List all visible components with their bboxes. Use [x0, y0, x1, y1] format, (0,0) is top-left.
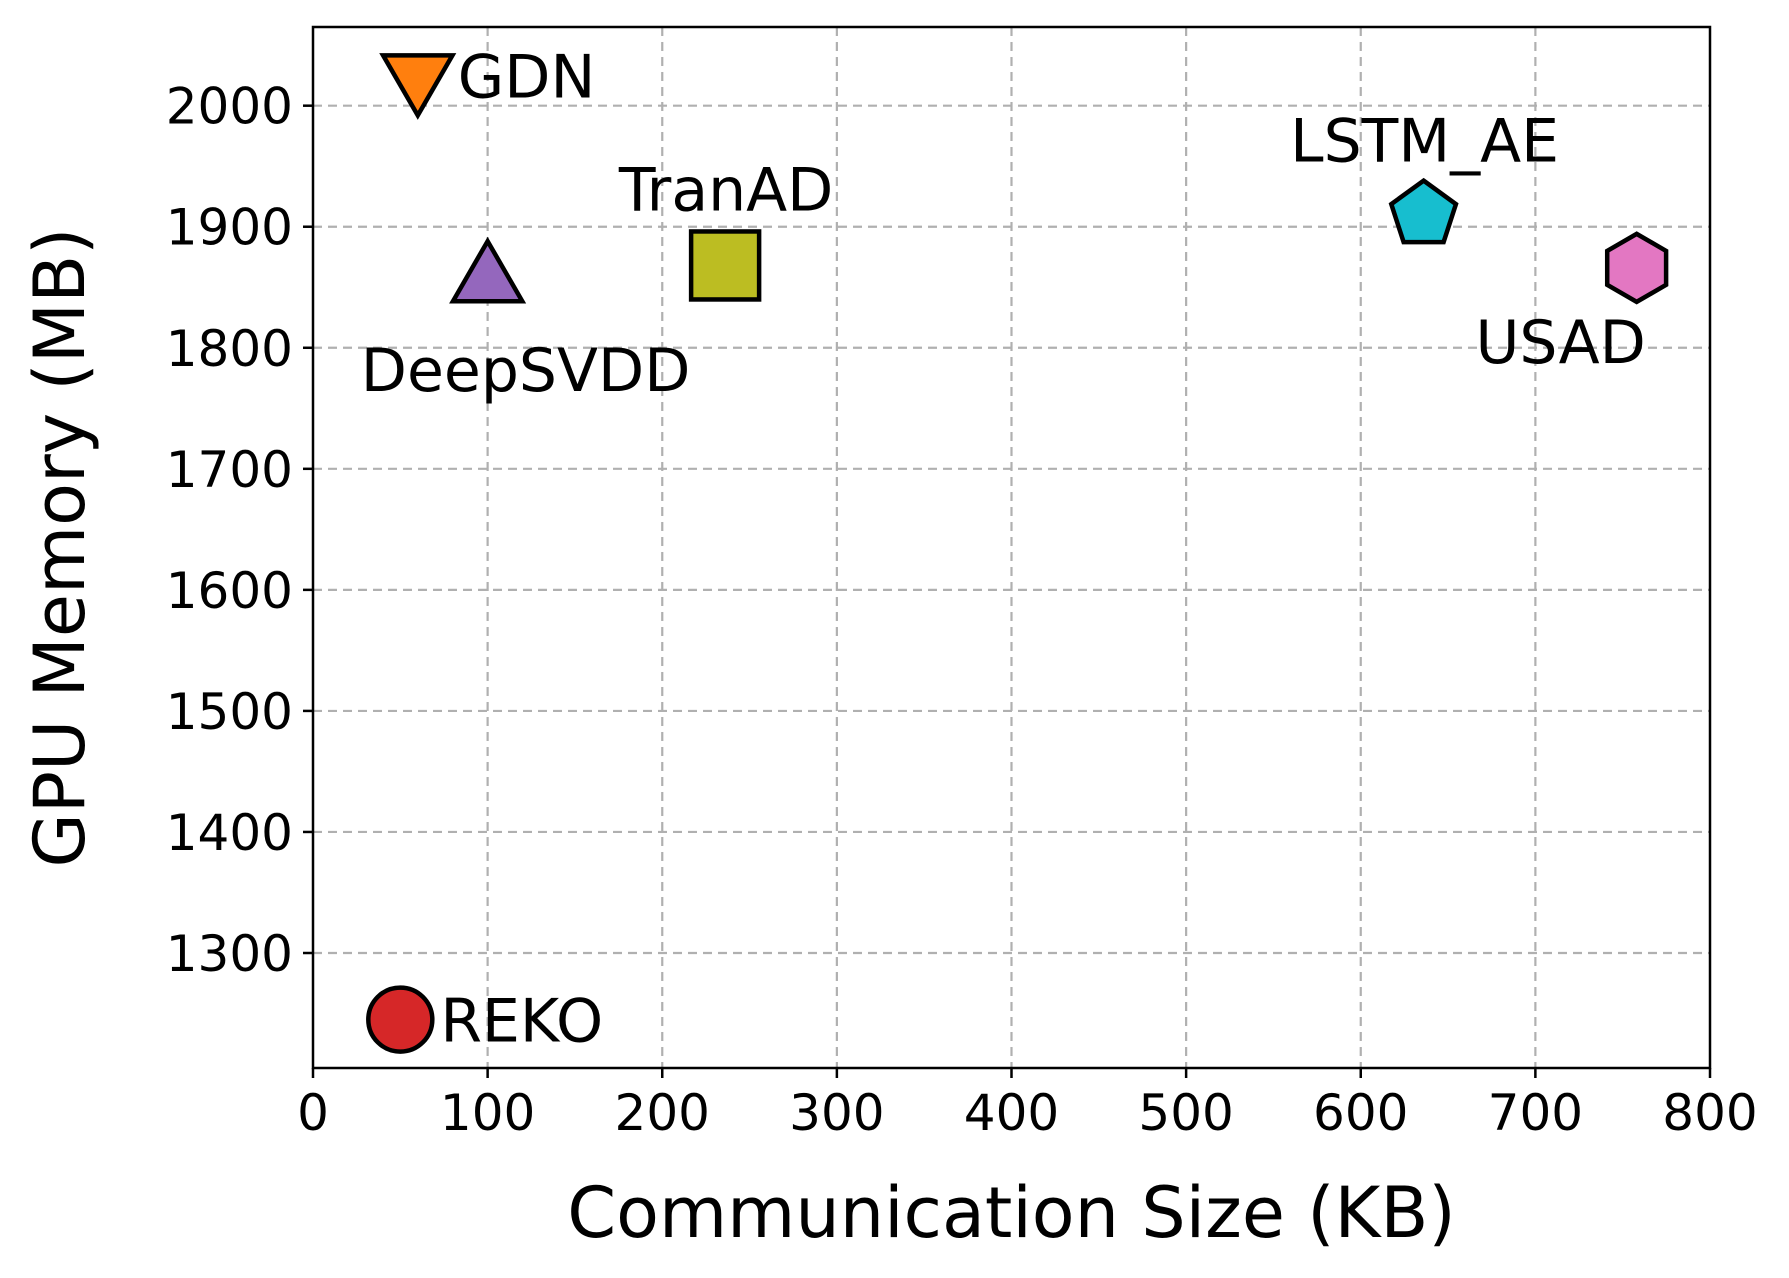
x-tick-label-300: 300 — [789, 1084, 884, 1142]
x-tick-label-800: 800 — [1662, 1084, 1757, 1142]
marker-lstm-ae — [1388, 177, 1459, 245]
x-tick-label-600: 600 — [1313, 1084, 1408, 1142]
label-tranad: TranAD — [618, 155, 834, 225]
y-axis-title: GPU Memory (MB) — [19, 228, 101, 868]
x-tick-label-400: 400 — [964, 1084, 1059, 1142]
x-tick-label-200: 200 — [615, 1084, 710, 1142]
marker-gdn — [379, 53, 457, 120]
x-axis-ticks: 0 100 200 300 400 500 600 700 800 — [297, 1068, 1758, 1142]
y-tick-label-2000: 2000 — [166, 78, 293, 136]
label-deepsvdd: DeepSVDD — [361, 336, 691, 406]
marker-tranad — [688, 229, 762, 302]
label-reko: REKO — [440, 987, 603, 1057]
data-points — [366, 53, 1669, 1054]
plot-frame — [311, 25, 1712, 1070]
y-tick-label-1400: 1400 — [166, 804, 293, 862]
marker-usad — [1604, 231, 1669, 305]
y-tick-label-1300: 1300 — [166, 925, 293, 983]
y-tick-label-1700: 1700 — [166, 441, 293, 499]
x-tick-label-100: 100 — [440, 1084, 535, 1142]
x-tick-label-0: 0 — [297, 1084, 329, 1142]
y-tick-label-1500: 1500 — [166, 683, 293, 741]
x-tick-label-700: 700 — [1488, 1084, 1583, 1142]
x-axis-title: Communication Size (KB) — [567, 1172, 1455, 1254]
y-axis-ticks: 1300 1400 1500 1600 1700 1800 1900 2000 — [166, 78, 313, 983]
grid — [313, 27, 1710, 1068]
point-labels: GDN DeepSVDD TranAD LSTM_AE USAD REKO — [361, 42, 1646, 1056]
label-usad: USAD — [1475, 308, 1645, 378]
marker-reko — [366, 985, 435, 1054]
label-lstm-ae: LSTM_AE — [1290, 107, 1559, 177]
y-tick-label-1600: 1600 — [166, 562, 293, 620]
y-tick-label-1900: 1900 — [166, 199, 293, 257]
label-gdn: GDN — [458, 42, 596, 112]
y-tick-label-1800: 1800 — [166, 320, 293, 378]
x-tick-label-500: 500 — [1138, 1084, 1233, 1142]
marker-deepsvdd — [449, 236, 527, 304]
